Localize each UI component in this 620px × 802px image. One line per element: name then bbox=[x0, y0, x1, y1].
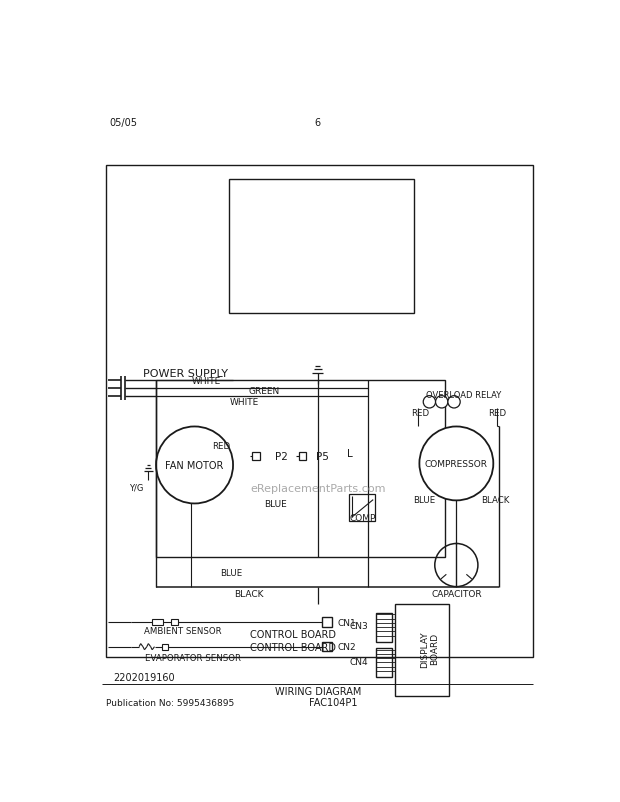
Bar bbox=[162, 644, 169, 650]
Bar bbox=[322, 618, 332, 627]
Text: COMPRESSOR: COMPRESSOR bbox=[425, 460, 488, 468]
Text: POWER SUPPLY: POWER SUPPLY bbox=[143, 368, 228, 378]
Text: BLUE: BLUE bbox=[413, 496, 435, 504]
Text: FAC104P1: FAC104P1 bbox=[309, 697, 357, 707]
Text: L: L bbox=[347, 449, 353, 459]
Text: RED: RED bbox=[488, 408, 506, 418]
Bar bbox=[252, 452, 260, 460]
Text: BLUE: BLUE bbox=[264, 500, 287, 508]
Text: CAPACITOR: CAPACITOR bbox=[431, 589, 482, 598]
Text: WHITE: WHITE bbox=[192, 376, 221, 385]
Text: 2202019160: 2202019160 bbox=[113, 672, 175, 682]
Bar bbox=[376, 648, 392, 678]
Text: P2: P2 bbox=[275, 452, 288, 461]
Bar bbox=[106, 165, 533, 658]
Text: Y/G: Y/G bbox=[130, 483, 144, 492]
Text: CN3: CN3 bbox=[349, 622, 368, 630]
Bar bbox=[348, 495, 376, 521]
Text: GREEN: GREEN bbox=[248, 387, 280, 395]
Text: CN2: CN2 bbox=[337, 642, 356, 651]
Text: 6: 6 bbox=[315, 118, 321, 128]
Text: CN1: CN1 bbox=[337, 618, 356, 626]
Bar bbox=[152, 619, 163, 626]
Text: CN4: CN4 bbox=[349, 657, 368, 666]
Text: CONTROL BOARD: CONTROL BOARD bbox=[250, 630, 336, 639]
Text: OVERLOAD RELAY: OVERLOAD RELAY bbox=[427, 390, 502, 399]
Circle shape bbox=[156, 427, 233, 504]
Text: FAN MOTOR: FAN MOTOR bbox=[166, 460, 224, 471]
Text: CONTROL BOARD: CONTROL BOARD bbox=[250, 642, 336, 653]
Text: DISPLAY
BOARD: DISPLAY BOARD bbox=[420, 630, 439, 666]
Text: AMBIENT SENSOR: AMBIENT SENSOR bbox=[144, 626, 222, 635]
Text: COMP: COMP bbox=[349, 513, 376, 522]
Text: WHITE: WHITE bbox=[230, 397, 259, 406]
Bar bbox=[395, 604, 449, 696]
Text: Publication No: 5995436895: Publication No: 5995436895 bbox=[106, 698, 234, 707]
Text: 05/05: 05/05 bbox=[110, 118, 138, 128]
Text: BLACK: BLACK bbox=[480, 496, 509, 504]
Bar bbox=[376, 613, 392, 642]
Bar bbox=[172, 619, 177, 626]
Circle shape bbox=[448, 396, 460, 408]
Text: WIRING DIAGRAM: WIRING DIAGRAM bbox=[275, 686, 361, 695]
Circle shape bbox=[419, 427, 494, 500]
Text: RED: RED bbox=[213, 442, 231, 451]
Bar bbox=[322, 642, 332, 651]
Bar bbox=[298, 452, 306, 460]
Text: EVAPORATOR SENSOR: EVAPORATOR SENSOR bbox=[145, 653, 241, 662]
Circle shape bbox=[435, 544, 478, 587]
Text: eReplacementParts.com: eReplacementParts.com bbox=[250, 484, 386, 493]
Bar bbox=[229, 180, 414, 314]
Text: P5: P5 bbox=[316, 452, 329, 461]
Circle shape bbox=[423, 396, 436, 408]
Text: BLUE: BLUE bbox=[220, 569, 242, 577]
Text: BLACK: BLACK bbox=[234, 589, 264, 598]
Text: RED: RED bbox=[411, 408, 429, 418]
Circle shape bbox=[436, 396, 448, 408]
Bar bbox=[156, 381, 445, 557]
